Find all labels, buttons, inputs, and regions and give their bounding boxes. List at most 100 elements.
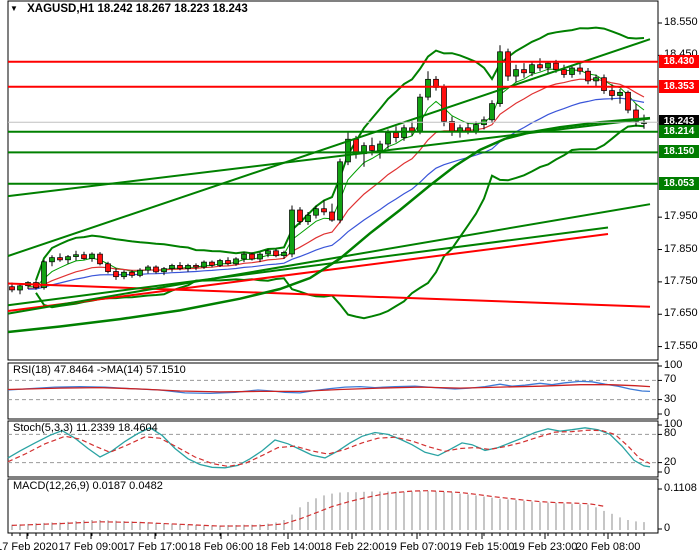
time-axis-label: 20 Feb 08:00	[575, 541, 641, 553]
candle-bearish	[577, 67, 583, 72]
candle-bullish	[497, 51, 503, 104]
candle-bearish	[57, 257, 63, 261]
candle-bullish	[201, 261, 207, 268]
candle-bullish	[49, 257, 55, 263]
candle-bullish	[313, 208, 319, 216]
price-badge-resistance: 18.353	[659, 79, 699, 93]
price-tick-label: 17.850	[664, 242, 698, 255]
candle-bullish	[161, 268, 167, 273]
stoch-tick-label: 100	[664, 418, 683, 430]
stoch-tick-label: 80	[664, 427, 677, 440]
candle-bearish	[297, 209, 303, 222]
rsi-tick-label: 0	[664, 407, 671, 419]
candle-bearish	[449, 121, 455, 132]
time-axis-label: 18 Feb 06:00	[188, 541, 254, 553]
candle-bearish	[409, 127, 415, 132]
rising-support-trendline-1[interactable]	[7, 203, 651, 315]
candle-bearish	[601, 77, 607, 91]
candle-bullish	[529, 64, 535, 74]
price-tick-label: 18.550	[664, 16, 698, 28]
macd-tick-label: 0.1108	[664, 482, 697, 494]
candle-bearish	[329, 211, 335, 221]
macd-pane-frame	[7, 478, 659, 534]
candle-bearish	[193, 265, 199, 268]
candle-bearish	[441, 87, 447, 122]
candle-bearish	[129, 271, 135, 276]
candle-bearish	[177, 265, 183, 269]
rsi-indicator-label: RSI(18) 47.8464 ->MA(14) 57.1510	[13, 364, 186, 376]
candle-bearish	[369, 145, 375, 151]
candle-bearish	[321, 208, 327, 213]
time-axis-label: 19 Feb 07:00	[384, 541, 450, 553]
candle-bullish	[457, 127, 463, 132]
rsi-pane-frame	[7, 362, 659, 420]
candle-bullish	[89, 253, 95, 259]
candle-bearish	[393, 132, 399, 138]
bollinger-upper-band	[35, 26, 645, 281]
candle-bullish	[289, 209, 295, 255]
candle-bullish	[233, 258, 239, 265]
bollinger-lower-band	[35, 124, 645, 320]
price-tick-label: 17.550	[664, 339, 698, 352]
candle-bullish	[281, 252, 287, 256]
candle-bullish	[217, 260, 223, 266]
rising-red-channel-line[interactable]	[7, 233, 609, 312]
candle-bearish	[225, 260, 231, 265]
candle-bullish	[41, 261, 47, 289]
symbol-dropdown-icon[interactable]: ▼	[10, 4, 18, 13]
candle-bearish	[81, 254, 87, 259]
candle-bullish	[593, 77, 599, 82]
candle-bullish	[241, 253, 247, 260]
candle-bullish	[513, 69, 519, 77]
candle-bearish	[113, 271, 119, 278]
time-axis-label: 19 Feb 15:00	[449, 541, 515, 553]
ema-mid-line	[27, 78, 645, 289]
candle-bearish	[537, 64, 543, 69]
candle-bullish	[17, 285, 23, 291]
candle-bearish	[505, 51, 511, 77]
time-axis-label: 18 Feb 22:00	[319, 541, 385, 553]
candle-bearish	[209, 261, 215, 266]
stoch-signal-line	[7, 429, 651, 468]
price-tick-label: 17.950	[664, 210, 698, 223]
candle-bullish	[377, 143, 383, 151]
declining-red-trendline[interactable]	[7, 282, 651, 308]
time-axis-label: 17 Feb 2020	[0, 541, 58, 553]
candle-bullish	[417, 96, 423, 132]
slow-ma-curve[interactable]	[7, 116, 651, 334]
ema-fast-line	[27, 68, 645, 288]
candle-bearish	[249, 253, 255, 260]
candle-bullish	[489, 103, 495, 121]
candle-bullish	[257, 253, 263, 260]
rsi-ma-line	[7, 384, 651, 393]
stoch-indicator-label: Stoch(5,3,3) 11.2339 18.4604	[13, 422, 158, 434]
price-badge-resistance: 18.430	[659, 54, 699, 68]
stoch-tick-label: 0	[664, 465, 671, 477]
price-badge-support: 18.053	[659, 176, 699, 190]
candle-bullish	[145, 266, 151, 271]
main-pane-frame	[7, 0, 659, 361]
macd-indicator-label: MACD(12,26,9) 0.0187 0.0482	[13, 480, 163, 492]
candle-bearish	[561, 69, 567, 75]
candle-bearish	[625, 91, 631, 111]
time-axis-label: 18 Feb 14:00	[255, 541, 321, 553]
candle-bullish	[65, 256, 71, 261]
candle-bullish	[73, 254, 79, 257]
candle-bearish	[609, 90, 615, 96]
stoch-tick-label: 20	[664, 455, 677, 468]
candle-bullish	[569, 67, 575, 75]
rsi-tick-label: 100	[664, 359, 683, 371]
time-axis-label: 19 Feb 23:00	[512, 541, 578, 553]
candle-bullish	[137, 269, 143, 276]
candle-bullish	[545, 62, 551, 69]
candle-bearish	[97, 253, 103, 265]
candle-bullish	[617, 91, 623, 96]
rsi-tick-label: 30	[664, 392, 677, 405]
rising-support-trendline-3[interactable]	[7, 38, 651, 257]
rising-green-channel-line[interactable]	[7, 226, 609, 307]
candle-bullish	[305, 214, 311, 223]
rsi-tick-label: 70	[664, 373, 677, 386]
price-tick-label: 17.750	[664, 274, 698, 287]
